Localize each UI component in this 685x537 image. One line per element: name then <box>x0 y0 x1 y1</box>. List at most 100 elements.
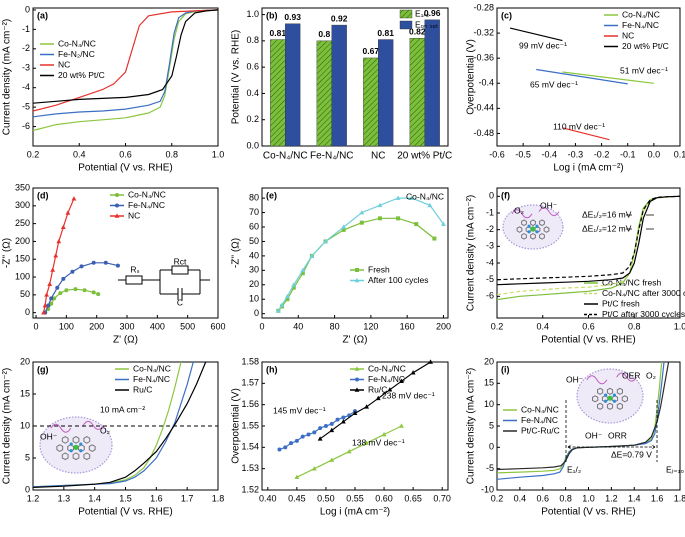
y-tick-label: 1.53 <box>241 463 259 473</box>
series-line <box>562 127 610 141</box>
data-point <box>306 432 311 437</box>
y-tick-label: -5 <box>22 102 30 112</box>
x-tick-label: -0.5 <box>515 149 531 159</box>
y-tick-label: 1.58 <box>241 356 259 366</box>
y-tick-label: -6 <box>486 291 494 301</box>
data-point <box>285 293 290 299</box>
y-tick-label: -6 <box>22 121 30 131</box>
data-point <box>441 221 446 226</box>
y-tick-label: -0.48 <box>473 128 494 138</box>
x-axis-label: Z' (Ω) <box>113 335 138 346</box>
data-point <box>318 426 323 431</box>
x-tick-label: 1.4 <box>88 493 101 503</box>
data-point <box>341 415 346 420</box>
data-point <box>375 395 381 401</box>
y-axis-label: Current density (mA cm⁻²) <box>2 19 13 135</box>
data-point <box>387 387 393 392</box>
annotation: E₁/₂ <box>567 464 581 474</box>
x-axis-label: Log i (mA cm⁻²) <box>553 163 623 174</box>
x-tick-label: -0.2 <box>594 149 610 159</box>
series-line <box>44 288 99 314</box>
data-point <box>364 440 370 445</box>
x-tick-label: 0.6 <box>582 321 595 331</box>
inset-atom <box>79 442 83 446</box>
y-tick-label: -0.32 <box>473 27 494 37</box>
inset-ring <box>616 402 623 410</box>
x-axis-label: Log i (mA cm⁻²) <box>320 507 390 518</box>
inset-center-atom <box>607 395 613 401</box>
y-tick-label: 0.6 <box>246 62 259 72</box>
annotation: 10 mA cm⁻² <box>100 404 145 414</box>
y-tick-label: 200 <box>15 236 30 246</box>
data-point <box>399 378 404 383</box>
data-point <box>58 291 63 296</box>
data-point <box>364 404 370 409</box>
data-point <box>432 236 437 241</box>
legend-label: Co-N₄/NC <box>521 404 559 414</box>
y-tick-label: -0.36 <box>473 53 494 63</box>
legend-marker <box>354 277 360 283</box>
x-tick-label: 0.8 <box>559 493 572 503</box>
y-tick-label: 0.2 <box>246 114 259 124</box>
data-point <box>279 302 285 307</box>
x-tick-label: 100 <box>59 321 74 331</box>
annotation: Eⱼ₌₁₀ <box>666 464 685 474</box>
legend-label: Pt/C after 3000 cycles <box>602 309 685 319</box>
data-point <box>309 253 315 258</box>
x-tick-label: 0.4 <box>514 493 527 503</box>
bar-value-label: 0.96 <box>424 8 441 18</box>
annotation: 99 mV dec⁻¹ <box>519 40 567 50</box>
legend-label: Fe-N₄/NC <box>622 20 659 30</box>
x-tick-label: 0.60 <box>375 493 393 503</box>
y-tick-label: 0 <box>25 484 30 494</box>
data-point <box>285 297 290 302</box>
plot-frame <box>261 361 449 491</box>
x-tick-label: 0.4 <box>73 149 86 159</box>
y-tick-label: 10 <box>249 294 259 304</box>
data-point <box>73 287 78 292</box>
plot-frame <box>32 187 219 319</box>
data-point <box>300 434 305 439</box>
inset-center-atom <box>530 226 536 232</box>
data-point <box>64 288 69 293</box>
y-tick-label: -3 <box>22 63 30 73</box>
x-tick-label: -0.1 <box>620 149 636 159</box>
panel-label: (d) <box>37 190 49 200</box>
y-tick-label: -2 <box>486 224 494 234</box>
data-point <box>60 224 66 229</box>
x-tick-label: 0.2 <box>491 493 504 503</box>
legend-label: Ru/C <box>133 384 152 394</box>
x-tick-label: 40 <box>293 321 303 331</box>
annotation: OH⁻ <box>566 374 584 384</box>
inset-adsorbate <box>50 423 72 433</box>
y-tick-label: 300 <box>15 200 30 210</box>
data-point <box>52 296 57 301</box>
y-tick-label: 150 <box>15 254 30 264</box>
y-tick-label: -0.28 <box>473 2 494 12</box>
y-tick-label: -0.44 <box>473 103 494 113</box>
legend-label: Pt/C-Ru/C <box>521 425 560 435</box>
x-axis-label: Potential (V vs. RHE) <box>541 335 635 346</box>
y-tick-label: 50 <box>20 289 30 299</box>
y-tick-label: 0.0 <box>246 140 259 150</box>
data-point <box>277 447 282 452</box>
data-point <box>323 424 328 428</box>
annotation: ORR <box>608 430 627 440</box>
inset-atom <box>527 224 531 228</box>
inset-ring <box>72 452 80 461</box>
inset-ring <box>597 402 604 410</box>
legend-label: Co-N₄/NC <box>368 363 406 373</box>
series-line <box>536 68 628 85</box>
data-point <box>329 427 335 433</box>
data-point <box>359 220 364 225</box>
y-tick-label: -4 <box>22 82 30 92</box>
data-point <box>291 285 296 290</box>
legend-label: Co-N₄/NC <box>622 9 660 19</box>
legend-label: E₁/₂ <box>415 8 429 18</box>
y-tick-label: -5 <box>486 463 494 473</box>
x-tick-label: 0 <box>259 321 264 331</box>
legend-label: 20 wt% Pt/C <box>622 41 669 51</box>
legend-label: Fe-N₂/NC <box>58 49 95 59</box>
x-tick-label: 1.7 <box>181 493 194 503</box>
y-tick-label: 20 <box>20 356 30 366</box>
